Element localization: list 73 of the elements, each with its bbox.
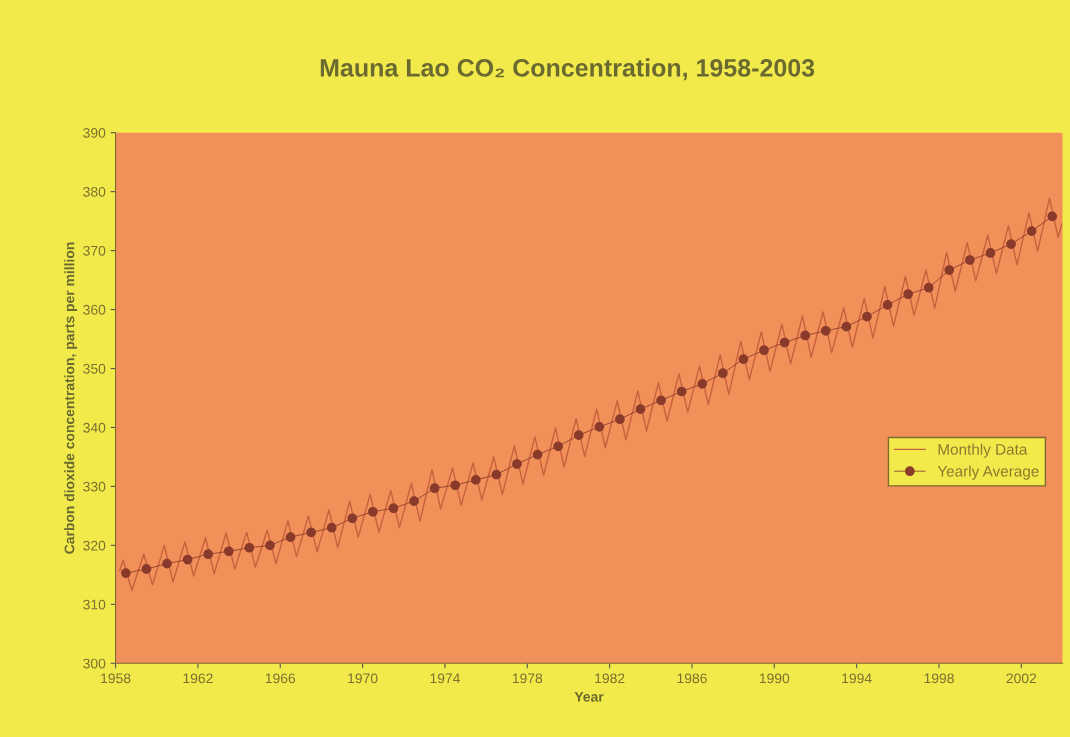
point [615, 414, 625, 425]
y-tick-label: 350 [83, 363, 106, 374]
point [800, 330, 811, 341]
point [697, 378, 708, 389]
x-tick-label: 1998 [924, 673, 954, 684]
point [573, 430, 584, 440]
y-axis-title: Carbon dioxide concentration, parts per million [64, 242, 78, 554]
y-tick-label: 320 [83, 540, 106, 551]
x-tick-label: 1982 [595, 673, 625, 684]
y-tick-label: 310 [83, 599, 106, 610]
point [862, 311, 872, 322]
point [141, 564, 152, 574]
point [882, 299, 893, 310]
x-tick-label: 1990 [759, 673, 790, 684]
point [450, 480, 461, 491]
point [429, 483, 440, 494]
point [368, 506, 378, 517]
y-tick-label: 380 [83, 186, 106, 197]
point [244, 542, 255, 553]
point [347, 513, 358, 524]
y-tick-label: 330 [83, 481, 106, 492]
point [656, 395, 666, 406]
point [409, 496, 419, 507]
x-tick-label: 1974 [430, 673, 460, 684]
point [265, 540, 275, 551]
point [388, 503, 399, 514]
legend-label: Monthly Data [938, 443, 1028, 458]
point [820, 325, 831, 336]
point [923, 282, 934, 293]
point [120, 568, 131, 578]
point [553, 441, 564, 452]
point [903, 289, 913, 300]
point [162, 558, 172, 569]
y-tick-label: 340 [83, 422, 106, 433]
chart-title: Mauna Lao CO₂ Concentration, 1958-2003 [320, 58, 815, 81]
point [944, 265, 955, 275]
point [779, 337, 790, 348]
point [841, 321, 852, 332]
y-tick-label: 390 [83, 127, 106, 138]
point [512, 459, 522, 469]
point [594, 422, 605, 432]
point [759, 345, 769, 356]
point [532, 449, 543, 460]
x-axis-title: Year [574, 692, 604, 702]
y-tick-label: 360 [83, 304, 106, 315]
x-tick-label: 2002 [1006, 673, 1037, 684]
point [1006, 239, 1016, 249]
point [285, 532, 296, 542]
x-tick-label: 1978 [512, 673, 543, 684]
y-tick-label: 370 [83, 245, 106, 256]
x-tick-label: 1970 [348, 673, 378, 684]
point [676, 386, 687, 397]
x-tick-label: 1966 [265, 673, 296, 684]
point [203, 549, 214, 560]
point [1047, 211, 1058, 222]
point [326, 522, 337, 533]
legend-label: Yearly Average [937, 465, 1039, 480]
x-tick-label: 1962 [183, 673, 213, 684]
y-tick-label: 300 [83, 658, 106, 669]
point [470, 475, 481, 485]
point [717, 368, 728, 379]
point [635, 404, 646, 415]
point [491, 469, 502, 480]
point [306, 527, 316, 538]
point [985, 248, 996, 258]
x-tick-label: 1958 [101, 673, 131, 684]
point [965, 255, 975, 265]
point [182, 554, 193, 565]
point [223, 546, 234, 557]
point [1026, 226, 1037, 236]
x-tick-label: 1994 [842, 673, 872, 684]
x-tick-label: 1986 [677, 673, 707, 684]
point [738, 354, 749, 364]
